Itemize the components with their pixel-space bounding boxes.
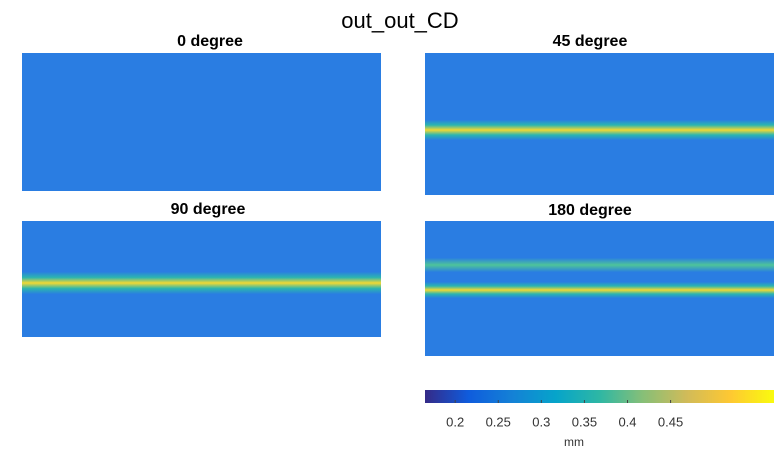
colorbar-tick-label: 0.4	[618, 414, 636, 429]
colorbar-tick-label: 0.3	[532, 414, 550, 429]
colorbar-tick-label: 0.25	[486, 414, 511, 429]
panel-title: 90 degree	[171, 201, 246, 218]
panel-title: 45 degree	[553, 33, 628, 50]
colorbar-tick-label: 0.2	[446, 414, 464, 429]
colorbar-tick-label: 0.45	[658, 414, 683, 429]
heatmap-band	[425, 258, 774, 272]
panel-title: 0 degree	[177, 33, 243, 50]
colorbar-label: mm	[564, 435, 584, 449]
panel-title: 180 degree	[548, 202, 632, 219]
heatmap-band	[22, 272, 381, 294]
heatmap-band	[425, 282, 774, 298]
colorbar-tick-label: 0.35	[572, 414, 597, 429]
heatmap-image	[22, 53, 381, 191]
heatmap-band	[425, 120, 774, 140]
colorbar	[425, 390, 774, 403]
figure-title: out_out_CD	[341, 8, 458, 33]
